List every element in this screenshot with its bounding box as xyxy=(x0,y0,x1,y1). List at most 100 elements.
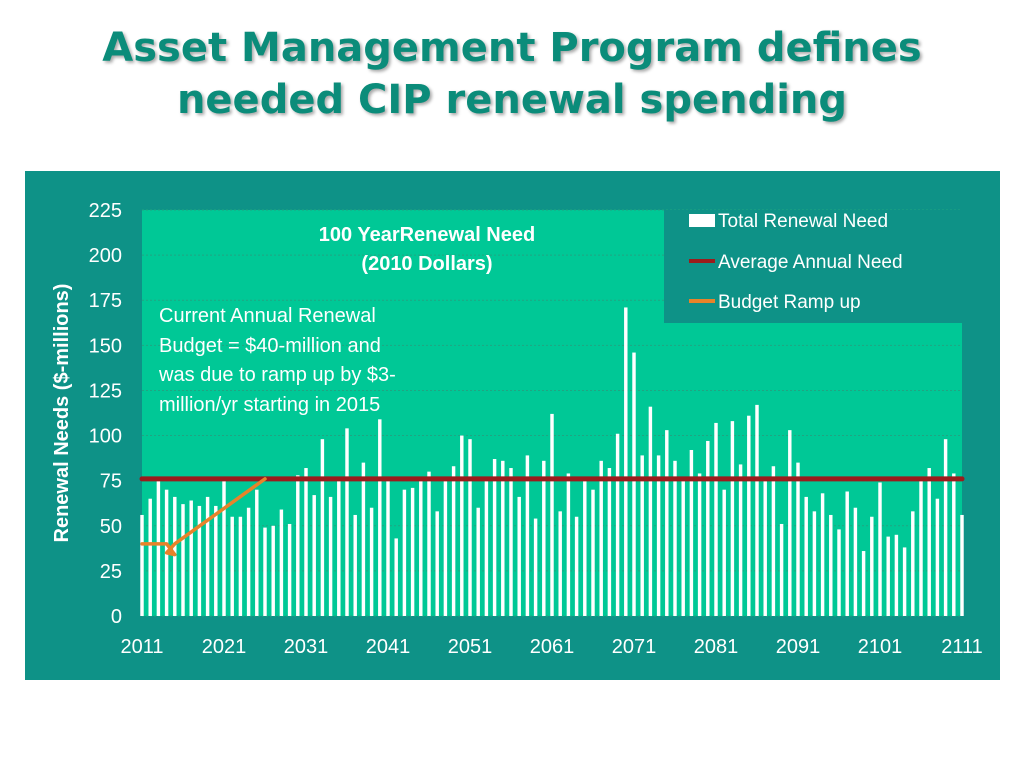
y-tick-label: 225 xyxy=(89,200,122,222)
bar xyxy=(919,480,923,616)
bar xyxy=(861,551,866,616)
bar xyxy=(730,421,735,616)
bar xyxy=(189,500,193,616)
bar xyxy=(599,460,603,616)
bar xyxy=(714,422,718,616)
y-tick-label: 125 xyxy=(89,380,122,402)
y-tick-label: 0 xyxy=(111,606,122,628)
x-tick-label: 2041 xyxy=(366,636,411,658)
x-tick-label: 2011 xyxy=(120,636,163,658)
annotation-line-1: Current Annual Renewal xyxy=(159,305,376,327)
bar xyxy=(673,460,677,616)
bar xyxy=(558,511,562,616)
bar xyxy=(222,480,226,616)
bar xyxy=(583,478,587,616)
slide-title: Asset Management Program defines needed … xyxy=(0,22,1024,126)
y-tick-label: 200 xyxy=(89,245,122,267)
annotation-line-4: million/yr starting in 2015 xyxy=(159,394,380,416)
slide-title-line-1: Asset Management Program defines xyxy=(102,25,922,71)
bar xyxy=(771,466,776,616)
bar xyxy=(435,511,439,616)
bar xyxy=(402,489,407,616)
bar xyxy=(870,516,874,616)
legend-label-average-annual-need: Average Annual Need xyxy=(718,252,903,273)
slide-title-line-2: needed CIP renewal spending xyxy=(176,77,848,123)
y-tick-label: 175 xyxy=(89,290,122,312)
bar xyxy=(148,498,152,616)
chart-subtitle: (2010 Dollars) xyxy=(361,253,492,275)
legend-label-total-renewal-need: Total Renewal Need xyxy=(718,211,888,232)
bar xyxy=(829,514,833,616)
bar xyxy=(656,455,661,616)
bar xyxy=(894,534,899,616)
legend-label-budget-ramp-up: Budget Ramp up xyxy=(718,292,861,313)
bar xyxy=(755,404,759,616)
bar xyxy=(287,523,292,616)
bar xyxy=(574,516,579,616)
bar xyxy=(468,439,472,616)
x-tick-label: 2021 xyxy=(202,636,247,658)
bar xyxy=(665,430,669,616)
bar xyxy=(542,460,546,616)
bar xyxy=(492,459,497,616)
bar xyxy=(386,478,390,616)
annotation-line-3: was due to ramp up by $3- xyxy=(158,364,396,386)
bar xyxy=(763,480,767,616)
bar xyxy=(804,496,808,616)
bar xyxy=(525,455,530,616)
bar xyxy=(747,415,751,616)
y-axis-label: Renewal Needs ($-millions) xyxy=(51,284,73,543)
bar xyxy=(246,507,251,616)
x-tick-label: 2061 xyxy=(530,636,575,658)
bar xyxy=(550,413,554,616)
bar xyxy=(509,468,513,616)
budget-ramp-up-line xyxy=(140,477,267,557)
bar xyxy=(320,439,325,616)
annotation-line-2: Budget = $40-million and xyxy=(159,335,381,357)
bar xyxy=(230,516,234,616)
bar xyxy=(140,514,144,616)
bar xyxy=(566,473,571,616)
x-tick-label: 2091 xyxy=(776,636,821,658)
budget-annotation: Current Annual Renewal Budget = $40-mill… xyxy=(158,305,396,416)
bar xyxy=(722,489,726,616)
bar xyxy=(394,538,398,616)
bar xyxy=(173,496,177,616)
bar xyxy=(205,496,210,616)
legend-background xyxy=(664,210,962,323)
bar xyxy=(607,468,612,616)
bar xyxy=(837,529,841,616)
bar xyxy=(410,487,415,616)
bar xyxy=(460,435,464,616)
bar xyxy=(328,496,333,616)
bar xyxy=(263,527,267,616)
x-tick-label: 2071 xyxy=(612,636,657,658)
bar xyxy=(878,482,882,616)
bar xyxy=(853,507,858,616)
bar xyxy=(648,406,653,616)
x-tick-label: 2101 xyxy=(858,636,903,658)
chart-legend: Total Renewal Need Average Annual Need B… xyxy=(664,210,962,323)
bar xyxy=(443,478,448,616)
bar xyxy=(689,449,694,616)
bar xyxy=(960,514,964,616)
x-tick-label: 2051 xyxy=(448,636,493,658)
bar xyxy=(181,504,185,616)
bar xyxy=(640,455,644,616)
chart-title: 100 YearRenewal Need xyxy=(319,224,535,246)
y-axis-ticks: 0 25 50 75 100 125 150 175 200 225 xyxy=(89,200,122,628)
bar xyxy=(779,523,784,616)
legend-swatch-total-renewal-need xyxy=(689,214,715,227)
bar xyxy=(927,468,931,616)
bar xyxy=(312,495,316,616)
bar xyxy=(788,430,792,616)
bar xyxy=(304,468,308,616)
bar xyxy=(952,473,956,616)
bar xyxy=(943,439,948,616)
bar xyxy=(886,536,890,616)
bar xyxy=(345,428,349,616)
bar xyxy=(476,507,480,616)
bar xyxy=(353,514,357,616)
bar xyxy=(451,466,456,616)
bar xyxy=(902,547,907,616)
